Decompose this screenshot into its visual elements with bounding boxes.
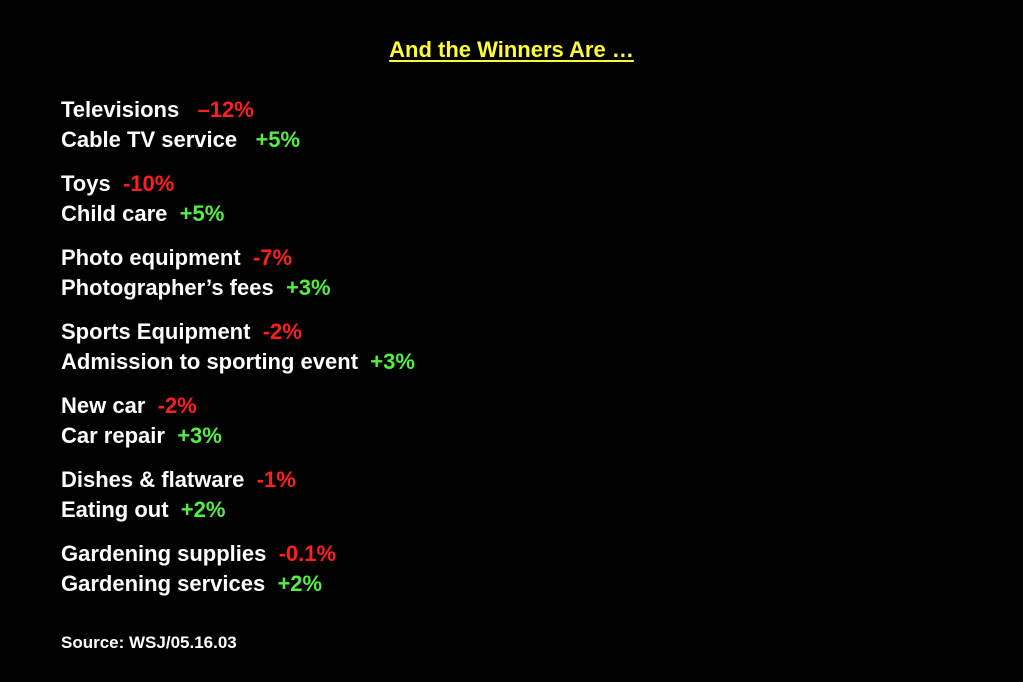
service-label: Photographer’s fees [61, 275, 274, 300]
service-change: +5% [255, 127, 301, 152]
goods-label: New car [61, 393, 146, 418]
service-row: Car repair +3% [61, 421, 415, 451]
goods-label: Toys [61, 171, 111, 196]
service-row: Gardening services +2% [61, 569, 415, 599]
service-label: Gardening services [61, 571, 266, 596]
price-change-list: Televisions –12% Cable TV service +5% To… [61, 95, 415, 613]
slide-title: And the Winners Are … [389, 37, 634, 62]
service-label: Cable TV service [61, 127, 238, 152]
item-group: Toys -10% Child care +5% [61, 169, 415, 229]
goods-label: Gardening supplies [61, 541, 267, 566]
goods-row: New car -2% [61, 391, 415, 421]
goods-change: -1% [256, 467, 296, 492]
item-group: Photo equipment -7% Photographer’s fees … [61, 243, 415, 303]
service-label: Admission to sporting event [61, 349, 359, 374]
goods-label: Photo equipment [61, 245, 241, 270]
goods-row: Photo equipment -7% [61, 243, 415, 273]
service-change: +2% [180, 497, 226, 522]
goods-row: Sports Equipment -2% [61, 317, 415, 347]
service-row: Photographer’s fees +3% [61, 273, 415, 303]
service-change: +3% [370, 349, 415, 374]
goods-change: -7% [252, 245, 293, 270]
goods-change: -2% [157, 393, 197, 418]
service-label: Car repair [61, 423, 165, 448]
service-change: +3% [285, 275, 331, 300]
goods-row: Dishes & flatware -1% [61, 465, 415, 495]
service-change: +5% [179, 201, 225, 226]
service-row: Admission to sporting event +3% [61, 347, 415, 377]
goods-row: Televisions –12% [61, 95, 415, 125]
goods-row: Toys -10% [61, 169, 415, 199]
item-group: Gardening supplies -0.1% Gardening servi… [61, 539, 415, 599]
goods-row: Gardening supplies -0.1% [61, 539, 415, 569]
service-row: Cable TV service +5% [61, 125, 415, 155]
service-change: +3% [177, 423, 222, 448]
source-note: Source: WSJ/05.16.03 [61, 633, 237, 652]
service-label: Eating out [61, 497, 169, 522]
service-label: Child care [61, 201, 168, 226]
item-group: Televisions –12% Cable TV service +5% [61, 95, 415, 155]
goods-change: -10% [122, 171, 175, 196]
service-row: Eating out +2% [61, 495, 415, 525]
goods-change: –12% [197, 97, 254, 122]
goods-change: -0.1% [278, 541, 337, 566]
service-row: Child care +5% [61, 199, 415, 229]
goods-change: -2% [262, 319, 302, 344]
item-group: New car -2% Car repair +3% [61, 391, 415, 451]
item-group: Sports Equipment -2% Admission to sporti… [61, 317, 415, 377]
item-group: Dishes & flatware -1% Eating out +2% [61, 465, 415, 525]
service-change: +2% [277, 571, 323, 596]
goods-label: Sports Equipment [61, 319, 251, 344]
goods-label: Televisions [61, 97, 180, 122]
goods-label: Dishes & flatware [61, 467, 245, 492]
